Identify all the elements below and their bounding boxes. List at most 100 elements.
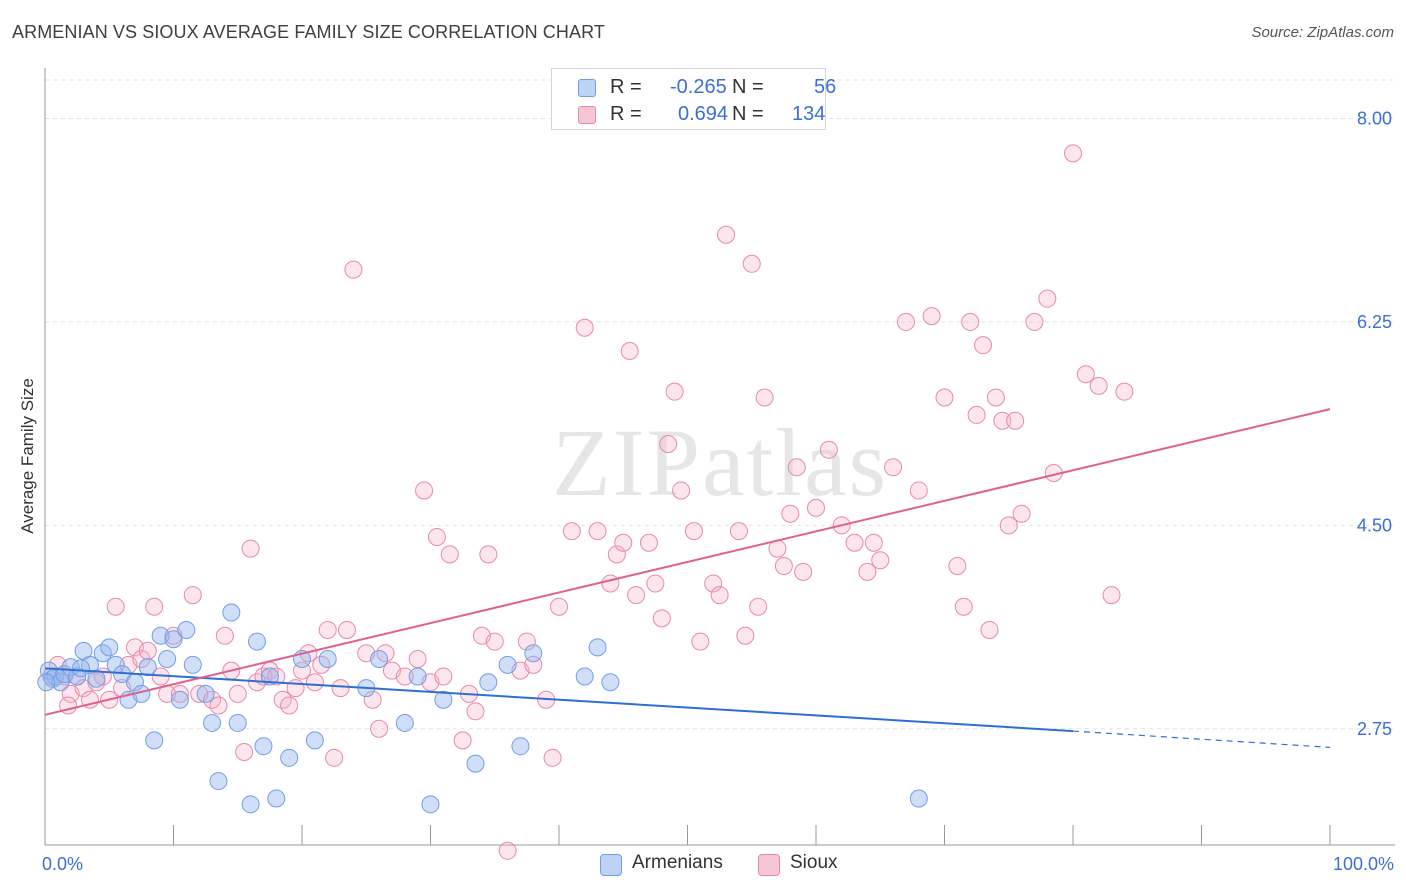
- data-point-armenians: [280, 748, 299, 767]
- trend-line-armenians-extension: [1072, 730, 1331, 748]
- data-point-sioux: [106, 597, 125, 616]
- data-point-sioux: [864, 533, 883, 552]
- data-point-sioux: [986, 388, 1005, 407]
- data-point-sioux: [453, 731, 472, 750]
- data-point-sioux: [749, 597, 768, 616]
- data-point-armenians: [370, 650, 389, 669]
- data-point-armenians: [601, 673, 620, 692]
- data-point-sioux: [498, 841, 517, 860]
- data-point-armenians: [158, 650, 177, 669]
- data-point-sioux: [858, 562, 877, 581]
- data-point-sioux: [954, 597, 973, 616]
- data-point-sioux: [774, 557, 793, 576]
- data-point-sioux: [415, 481, 434, 500]
- data-point-armenians: [395, 713, 414, 732]
- data-point-sioux: [228, 684, 247, 703]
- data-point-armenians: [305, 731, 324, 750]
- data-point-sioux: [729, 522, 748, 541]
- data-point-sioux: [550, 597, 568, 616]
- data-point-sioux: [627, 586, 646, 605]
- data-point-sioux: [1025, 312, 1044, 331]
- data-point-armenians: [260, 667, 279, 686]
- y-tick-label: 2.75: [1357, 719, 1392, 739]
- data-point-armenians: [479, 673, 498, 692]
- data-point-sioux: [896, 312, 915, 331]
- data-point-armenians: [318, 650, 337, 669]
- x-tick-label-min: 0.0%: [42, 854, 83, 874]
- data-point-sioux: [736, 626, 755, 645]
- data-point-sioux: [479, 545, 498, 564]
- data-point-armenians: [164, 630, 183, 649]
- data-point-sioux: [344, 260, 363, 279]
- y-tick-label: 6.25: [1357, 312, 1392, 332]
- x-tick-label-max: 100.0%: [1333, 854, 1394, 874]
- trend-line-armenians: [44, 667, 1074, 733]
- data-point-sioux: [427, 527, 446, 546]
- data-point-sioux: [235, 743, 254, 762]
- data-point-armenians: [588, 638, 607, 657]
- data-point-armenians: [222, 603, 241, 622]
- data-point-sioux: [620, 341, 639, 360]
- y-tick-label: 4.50: [1357, 515, 1392, 535]
- data-point-armenians: [203, 713, 222, 732]
- legend-r-sioux: 0.694: [678, 103, 729, 125]
- data-point-sioux: [884, 458, 903, 477]
- data-point-sioux: [575, 318, 594, 337]
- data-point-sioux: [755, 388, 774, 407]
- data-point-sioux: [652, 609, 671, 628]
- bottom-legend-swatch-sioux: [758, 854, 780, 876]
- data-point-armenians: [183, 655, 202, 674]
- data-point-sioux: [639, 533, 658, 552]
- data-point-sioux: [961, 312, 980, 331]
- data-point-armenians: [87, 669, 106, 688]
- data-point-armenians: [138, 658, 157, 677]
- data-point-sioux: [588, 522, 607, 541]
- data-point-sioux: [999, 516, 1018, 535]
- data-point-armenians: [170, 690, 189, 709]
- data-point-sioux: [781, 504, 800, 523]
- data-point-armenians: [524, 644, 543, 663]
- legend-n-key: N =: [732, 76, 764, 98]
- data-point-sioux: [543, 748, 562, 767]
- data-point-sioux: [974, 336, 993, 355]
- data-point-sioux: [871, 551, 890, 570]
- data-point-armenians: [575, 667, 594, 686]
- data-point-sioux: [395, 667, 414, 686]
- data-point-sioux: [434, 667, 453, 686]
- data-point-sioux: [145, 597, 164, 616]
- data-point-sioux: [318, 620, 337, 639]
- data-point-armenians: [267, 789, 286, 808]
- data-point-sioux: [325, 748, 344, 767]
- data-point-sioux: [305, 673, 324, 692]
- data-point-sioux: [684, 522, 703, 541]
- data-point-armenians: [254, 737, 273, 756]
- data-point-armenians: [498, 655, 517, 674]
- armenian-points: [37, 603, 928, 814]
- bottom-legend-label-sioux: Sioux: [790, 852, 838, 873]
- data-point-sioux: [845, 533, 864, 552]
- data-point-sioux: [922, 307, 941, 326]
- data-point-sioux: [717, 225, 736, 244]
- correlation-legend: R = -0.265 N = 56 R = 0.694 N = 134: [551, 68, 836, 130]
- data-point-armenians: [196, 684, 215, 703]
- data-point-sioux: [704, 574, 723, 593]
- data-point-sioux: [935, 388, 954, 407]
- data-point-sioux: [241, 539, 260, 558]
- data-point-sioux: [665, 382, 684, 401]
- data-point-sioux: [909, 481, 928, 500]
- data-point-sioux: [1089, 376, 1108, 395]
- data-point-sioux: [967, 405, 986, 424]
- data-point-sioux: [672, 481, 691, 500]
- data-point-sioux: [787, 458, 806, 477]
- legend-r-key: R =: [610, 76, 642, 98]
- data-point-armenians: [408, 667, 427, 686]
- data-point-armenians: [466, 754, 485, 773]
- source-label: Source: ZipAtlas.com: [1251, 24, 1394, 41]
- data-point-sioux: [485, 632, 504, 651]
- data-point-armenians: [909, 789, 928, 808]
- y-tick-label: 8.00: [1357, 108, 1392, 128]
- data-point-sioux: [794, 562, 813, 581]
- data-point-sioux: [517, 632, 536, 651]
- data-point-sioux: [183, 586, 202, 605]
- legend-r-key: R =: [610, 103, 642, 125]
